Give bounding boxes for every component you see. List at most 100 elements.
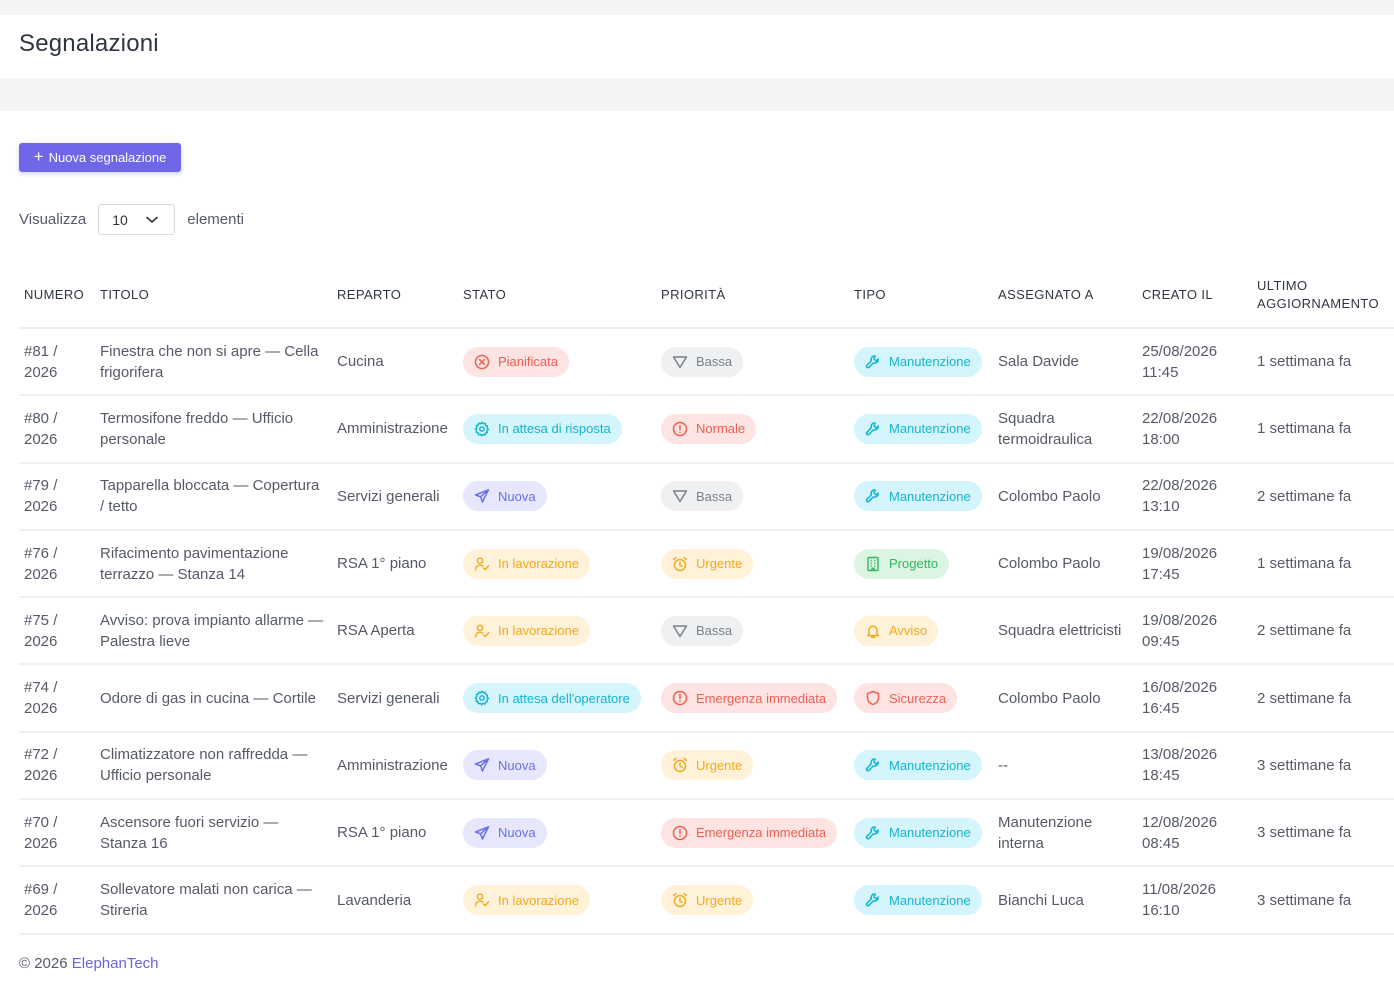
- wrench-icon: [865, 892, 881, 908]
- cell-stato: Nuova: [458, 462, 656, 531]
- cell-tipo: Manutenzione: [849, 866, 993, 935]
- new-report-button[interactable]: + Nuova segnalazione: [19, 143, 181, 172]
- alert-circle-icon: [672, 825, 688, 841]
- cell-tipo: Manutenzione: [849, 395, 993, 464]
- col-header-numero[interactable]: NUMERO: [19, 263, 95, 329]
- type-badge-label: Avviso: [889, 623, 928, 639]
- reports-table: NUMERO TITOLO REPARTO STATO PRIORITÀ TIP…: [19, 263, 1394, 935]
- status-badge: In attesa di risposta: [463, 413, 622, 444]
- wrench-icon: [865, 354, 881, 370]
- cell-creato: 11/08/2026 16:10: [1137, 866, 1252, 935]
- col-header-titolo[interactable]: TITOLO: [95, 263, 332, 329]
- table-row[interactable]: #80 / 2026 Termosifone freddo — Ufficio p…: [19, 395, 1394, 464]
- cell-reparto: Cucina: [332, 328, 458, 397]
- priority-badge-label: Bassa: [696, 623, 733, 639]
- cell-numero: #76 / 2026: [19, 529, 95, 599]
- page-title: Segnalazioni: [19, 30, 159, 57]
- page-length-select[interactable]: 10: [98, 204, 176, 235]
- cell-priorita: Bassa: [656, 328, 849, 397]
- priority-badge: Urgente: [661, 750, 754, 781]
- col-header-assegnato[interactable]: ASSEGNATO A: [993, 263, 1137, 329]
- col-header-creato[interactable]: CREATO IL: [1137, 263, 1252, 329]
- priority-badge: Bassa: [661, 615, 744, 646]
- cell-priorita: Normale: [656, 395, 849, 464]
- table-row[interactable]: #74 / 2026 Odore di gas in cucina — Corti…: [19, 664, 1394, 733]
- priority-badge: Bassa: [661, 481, 744, 512]
- col-header-stato[interactable]: STATO: [458, 263, 656, 329]
- cell-creato: 25/08/2026 11:45: [1137, 328, 1252, 397]
- table-row[interactable]: #72 / 2026 Climatizzatore non raffredda —…: [19, 731, 1394, 801]
- cell-tipo: Manutenzione: [849, 328, 993, 397]
- cell-numero: #70 / 2026: [19, 799, 95, 868]
- cell-stato: In lavorazione: [458, 597, 656, 666]
- type-badge-label: Manutenzione: [889, 421, 971, 437]
- cell-tipo: Manutenzione: [849, 731, 993, 801]
- wrench-icon: [865, 421, 881, 437]
- cell-numero: #80 / 2026: [19, 395, 95, 464]
- cell-aggiornamento: 3 settimane fa: [1252, 731, 1394, 801]
- cell-priorita: Urgente: [656, 731, 849, 801]
- cell-aggiornamento: 3 settimane fa: [1252, 866, 1394, 935]
- table-row[interactable]: #76 / 2026 Rifacimento pavimentazione ter…: [19, 529, 1394, 599]
- cell-titolo: Sollevatore malati non carica — Stireria: [95, 866, 332, 935]
- status-badge: In lavorazione: [463, 548, 590, 579]
- status-badge: Nuova: [463, 750, 547, 781]
- status-badge: In lavorazione: [463, 615, 590, 646]
- length-menu-prefix: Visualizza: [19, 211, 87, 228]
- col-header-priorita[interactable]: PRIORITÀ: [656, 263, 849, 329]
- cell-aggiornamento: 1 settimana fa: [1252, 529, 1394, 599]
- priority-badge: Urgente: [661, 885, 754, 916]
- wrench-icon: [865, 488, 881, 504]
- cell-priorita: Urgente: [656, 529, 849, 599]
- table-row[interactable]: #75 / 2026 Avviso: prova impianto allarme…: [19, 597, 1394, 666]
- triangle-down-icon: [672, 354, 688, 370]
- table-row[interactable]: #79 / 2026 Tapparella bloccata — Copertur…: [19, 462, 1394, 531]
- cell-aggiornamento: 2 settimane fa: [1252, 462, 1394, 531]
- col-header-aggiornamento[interactable]: ULTIMO AGGIORNAMENTO: [1252, 263, 1394, 329]
- chevron-down-icon: [146, 216, 159, 223]
- cell-stato: In lavorazione: [458, 866, 656, 935]
- type-badge: Manutenzione: [854, 750, 982, 781]
- wrench-icon: [865, 757, 881, 773]
- cell-assegnato: Colombo Paolo: [993, 462, 1137, 531]
- table-row[interactable]: #70 / 2026 Ascensore fuori servizio — Sta…: [19, 799, 1394, 868]
- cell-priorita: Urgente: [656, 866, 849, 935]
- brand-link[interactable]: ElephanTech: [71, 955, 159, 972]
- send-icon: [474, 757, 490, 773]
- bell-icon: [865, 623, 881, 639]
- cell-stato: Pianificata: [458, 328, 656, 397]
- cell-creato: 13/08/2026 18:45: [1137, 731, 1252, 801]
- cell-creato: 22/08/2026 18:00: [1137, 395, 1252, 464]
- plus-icon: +: [33, 147, 44, 166]
- wrench-icon: [865, 825, 881, 841]
- header-divider: [0, 78, 1394, 111]
- cell-titolo: Avviso: prova impianto allarme — Palestr…: [95, 597, 332, 666]
- cell-creato: 16/08/2026 16:45: [1137, 664, 1252, 733]
- cell-reparto: Servizi generali: [332, 462, 458, 531]
- table-row[interactable]: #81 / 2026 Finestra che non si apre — Cel…: [19, 328, 1394, 397]
- col-header-tipo[interactable]: TIPO: [849, 263, 993, 329]
- cell-reparto: Amministrazione: [332, 731, 458, 801]
- cell-numero: #81 / 2026: [19, 328, 95, 397]
- status-badge-label: Nuova: [498, 825, 536, 841]
- type-badge-label: Manutenzione: [889, 488, 971, 504]
- status-badge: In lavorazione: [463, 885, 590, 916]
- length-menu-suffix: elementi: [187, 211, 244, 228]
- col-header-reparto[interactable]: REPARTO: [332, 263, 458, 329]
- status-badge: Pianificata: [463, 346, 569, 377]
- cell-titolo: Rifacimento pavimentazione terrazzo — St…: [95, 529, 332, 599]
- priority-badge-label: Urgente: [696, 757, 743, 773]
- status-badge: Nuova: [463, 481, 547, 512]
- footer: © 2026 ElephanTech: [0, 933, 1394, 991]
- send-icon: [474, 488, 490, 504]
- cell-priorita: Bassa: [656, 462, 849, 531]
- cell-stato: In attesa di risposta: [458, 395, 656, 464]
- status-badge-label: Nuova: [498, 488, 536, 504]
- cell-priorita: Bassa: [656, 597, 849, 666]
- cell-assegnato: Sala Davide: [993, 328, 1137, 397]
- priority-badge-label: Bassa: [696, 488, 733, 504]
- cell-reparto: RSA Aperta: [332, 597, 458, 666]
- building-icon: [865, 556, 881, 572]
- cell-creato: 19/08/2026 17:45: [1137, 529, 1252, 599]
- table-row[interactable]: #69 / 2026 Sollevatore malati non carica …: [19, 866, 1394, 935]
